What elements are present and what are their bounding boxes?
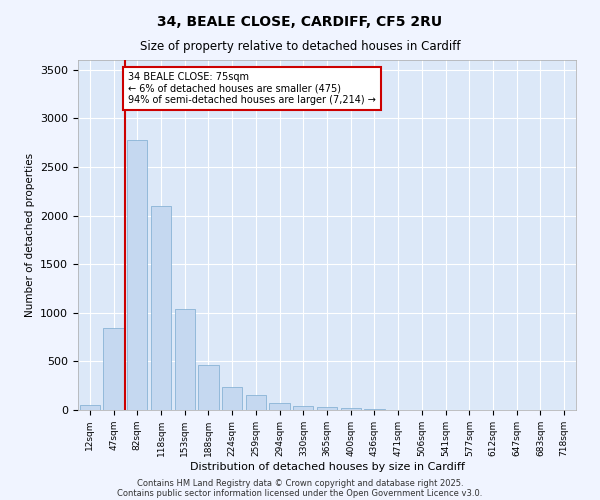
Bar (80, 405, 100, 410)
Bar (222, 386, 242, 410)
Bar (127, 140, 148, 410)
Bar (199, 366, 218, 410)
Bar (175, 309, 195, 410)
Y-axis label: Number of detached properties: Number of detached properties (25, 153, 35, 317)
Bar (293, 406, 313, 410)
Bar (317, 407, 337, 410)
Text: 34 BEALE CLOSE: 75sqm
← 6% of detached houses are smaller (475)
94% of semi-deta: 34 BEALE CLOSE: 75sqm ← 6% of detached h… (128, 72, 376, 105)
Bar (246, 395, 266, 410)
Bar (364, 409, 385, 410)
X-axis label: Distribution of detached houses by size in Cardiff: Distribution of detached houses by size … (190, 462, 464, 471)
Bar (269, 403, 290, 410)
Bar (103, 328, 124, 410)
Text: 34, BEALE CLOSE, CARDIFF, CF5 2RU: 34, BEALE CLOSE, CARDIFF, CF5 2RU (157, 15, 443, 29)
Text: Size of property relative to detached houses in Cardiff: Size of property relative to detached ho… (140, 40, 460, 53)
Bar (151, 206, 171, 410)
Text: Contains HM Land Registry data © Crown copyright and database right 2025.: Contains HM Land Registry data © Crown c… (137, 478, 463, 488)
Text: Contains public sector information licensed under the Open Government Licence v3: Contains public sector information licen… (118, 488, 482, 498)
Bar (341, 408, 361, 410)
